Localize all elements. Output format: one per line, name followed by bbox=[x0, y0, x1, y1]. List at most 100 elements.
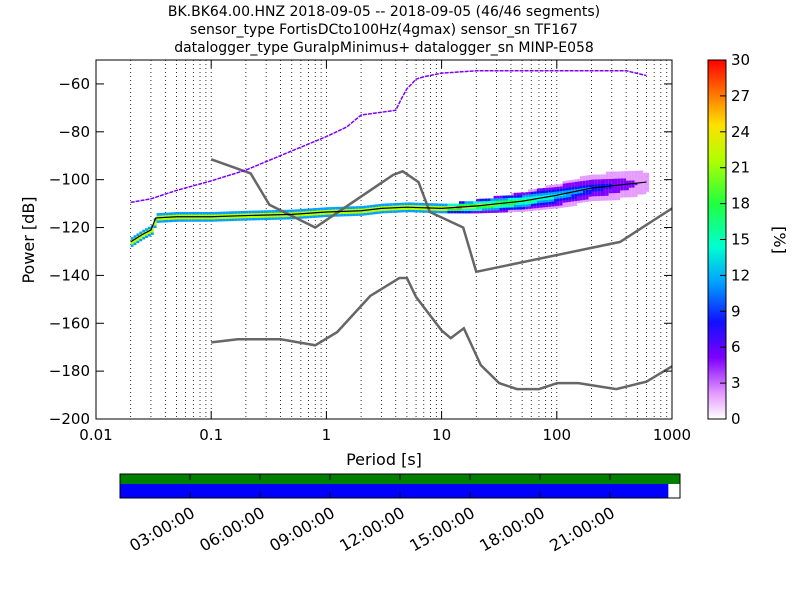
psd-cell bbox=[574, 198, 578, 202]
psd-cell bbox=[194, 219, 197, 222]
psd-cell bbox=[490, 210, 494, 213]
timeline-tick-label: 15:00:00 bbox=[406, 503, 478, 555]
psd-cell bbox=[640, 177, 644, 181]
psd-cell bbox=[614, 176, 618, 179]
psd-cell bbox=[539, 197, 543, 201]
psd-cell bbox=[182, 214, 186, 217]
psd-cell bbox=[467, 208, 471, 212]
psd-cell bbox=[620, 192, 624, 196]
psd-cell bbox=[614, 173, 618, 177]
psd-cell bbox=[591, 193, 595, 197]
psd-cell bbox=[268, 210, 272, 213]
psd-cell bbox=[582, 175, 586, 179]
psd-cell bbox=[470, 206, 474, 209]
psd-cell bbox=[530, 196, 534, 199]
psd-cell bbox=[510, 204, 514, 208]
psd-cell bbox=[565, 185, 569, 188]
psd-cell bbox=[565, 180, 569, 184]
psd-cell bbox=[441, 208, 445, 211]
psd-cell bbox=[240, 210, 243, 214]
psd-cell bbox=[585, 192, 589, 195]
psd-cell bbox=[568, 204, 572, 207]
psd-cell bbox=[211, 219, 215, 222]
psd-cell bbox=[646, 177, 650, 180]
psd-cell bbox=[254, 217, 258, 221]
timeline-tick-label: 18:00:00 bbox=[476, 503, 548, 555]
psd-cell bbox=[482, 210, 485, 214]
psd-cell bbox=[251, 213, 255, 216]
psd-cell bbox=[536, 190, 540, 194]
psd-cell bbox=[424, 210, 428, 213]
psd-cell bbox=[424, 207, 428, 211]
psd-cell bbox=[562, 204, 566, 208]
psd-cell bbox=[608, 190, 612, 194]
psd-cell bbox=[600, 198, 603, 201]
psd-cell bbox=[479, 198, 483, 202]
psd-cell bbox=[588, 179, 592, 183]
psd-cell bbox=[582, 199, 586, 203]
psd-cell bbox=[415, 202, 419, 206]
psd-cell bbox=[556, 184, 560, 187]
colorbar-ticks: 0 3 6 9 12 15 18 21 24 27 30 bbox=[720, 51, 750, 428]
psd-cell bbox=[614, 171, 618, 174]
colorbar-tick-label: 27 bbox=[731, 87, 750, 105]
psd-cell bbox=[168, 212, 171, 216]
psd-cell bbox=[637, 175, 641, 178]
psd-cell bbox=[441, 203, 445, 207]
psd-cell bbox=[545, 187, 549, 191]
psd-cell bbox=[470, 210, 474, 214]
psd-cell bbox=[582, 192, 586, 196]
psd-cell bbox=[176, 214, 180, 217]
psd-cell bbox=[556, 203, 560, 206]
x-tick-label: 1000 bbox=[653, 426, 691, 444]
psd-cell bbox=[228, 213, 232, 217]
psd-cell bbox=[539, 202, 543, 206]
psd-cell bbox=[332, 209, 336, 212]
psd-cell bbox=[340, 213, 344, 217]
psd-cell bbox=[591, 184, 595, 187]
psd-cell bbox=[257, 212, 261, 216]
psd-cell bbox=[456, 208, 459, 211]
psd-cell bbox=[499, 200, 503, 204]
mode-line bbox=[130, 181, 647, 243]
psd-cell bbox=[565, 187, 569, 191]
psd-cell bbox=[418, 205, 422, 208]
psd-cell bbox=[620, 195, 624, 198]
psd-cell bbox=[611, 178, 615, 182]
psd-cell bbox=[643, 175, 647, 178]
psd-cell bbox=[228, 216, 232, 219]
psd-cell bbox=[447, 210, 451, 214]
psd-cell bbox=[568, 182, 572, 186]
psd-cell bbox=[608, 176, 612, 179]
psd-cell bbox=[179, 214, 183, 217]
psd-cell bbox=[421, 207, 425, 211]
psd-cell bbox=[640, 170, 644, 173]
psd-cell bbox=[352, 213, 356, 217]
psd-cell bbox=[600, 176, 603, 180]
psd-cell bbox=[266, 215, 269, 218]
psd-cell bbox=[170, 219, 174, 223]
psd-cell bbox=[582, 194, 586, 198]
psd-cell bbox=[605, 188, 609, 192]
psd-cell bbox=[605, 186, 609, 189]
psd-cell bbox=[314, 207, 318, 211]
psd-cell bbox=[608, 193, 612, 196]
psd-cell bbox=[548, 201, 552, 205]
timeline: 03:00:0006:00:0009:00:0012:00:0015:00:00… bbox=[119, 473, 681, 555]
psd-cell bbox=[640, 179, 644, 183]
psd-cell bbox=[392, 203, 396, 206]
psd-cell bbox=[303, 215, 307, 219]
psd-cell bbox=[646, 174, 650, 178]
psd-cell bbox=[268, 217, 272, 220]
psd-cell bbox=[139, 238, 143, 242]
psd-cell bbox=[361, 210, 364, 214]
psd-cell bbox=[320, 207, 324, 211]
psd-cell bbox=[626, 192, 629, 196]
psd-cell bbox=[513, 207, 517, 210]
psd-cell bbox=[507, 202, 511, 206]
psd-cell bbox=[378, 208, 382, 212]
psd-cell bbox=[317, 207, 321, 211]
psd-cell bbox=[620, 187, 624, 191]
psd-cell bbox=[626, 185, 629, 188]
psd-cell bbox=[490, 198, 494, 201]
